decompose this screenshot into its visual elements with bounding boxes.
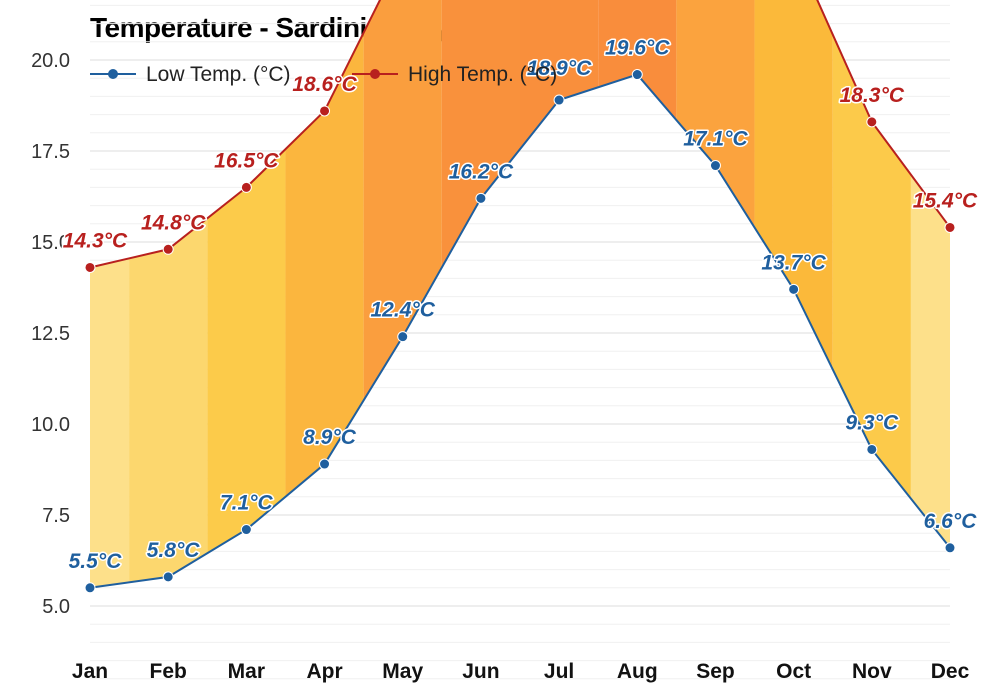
low-temp-point — [631, 69, 643, 81]
x-tick-label: Mar — [228, 660, 265, 683]
low-temp-point — [788, 283, 800, 295]
high-temp-point — [944, 221, 956, 233]
low-temp-point — [866, 443, 878, 455]
x-tick-label: Jun — [462, 660, 499, 683]
band-aug — [598, 0, 677, 121]
legend-high-marker — [370, 69, 380, 79]
low-temp-data-label: 16.2°C — [449, 160, 514, 183]
low-temp-point — [240, 524, 252, 536]
high-temp-point — [240, 181, 252, 193]
low-temp-data-label: 12.4°C — [371, 299, 436, 322]
band-feb — [129, 218, 208, 583]
x-tick-label: Apr — [306, 660, 342, 683]
high-temp-data-label: 14.3°C — [63, 229, 128, 252]
high-temp-point — [866, 116, 878, 128]
high-temp-data-label: 18.6°C — [292, 73, 357, 96]
x-tick-label: Aug — [617, 660, 658, 683]
legend-low-marker — [108, 69, 118, 79]
y-tick-label: 10.0 — [31, 414, 70, 436]
high-temp-line — [89, 0, 951, 269]
y-tick-label: 15.0 — [31, 232, 70, 254]
x-tick-label: May — [382, 660, 423, 683]
x-tick-label: Jan — [72, 660, 108, 683]
y-tick-label: 5.0 — [42, 596, 70, 618]
low-temp-data-label: 18.9°C — [527, 57, 592, 80]
high-temp-point — [84, 261, 96, 273]
low-temp-data-label: 5.5°C — [69, 550, 123, 573]
low-temp-point — [397, 331, 409, 343]
high-temp-data-label: 18.3°C — [840, 84, 905, 107]
band-oct — [754, 0, 833, 370]
low-temp-data-label: 7.1°C — [220, 492, 274, 515]
band-jun — [441, 0, 520, 268]
low-temp-data-label: 9.3°C — [845, 411, 899, 434]
low-temp-point — [84, 582, 96, 594]
low-temp-data-label: 19.6°C — [605, 37, 670, 60]
x-tick-label: Jul — [544, 660, 574, 683]
low-temp-point — [944, 542, 956, 554]
high-temp-data-label: 16.5°C — [214, 149, 279, 172]
band-jan — [90, 258, 130, 588]
x-tick-label: Dec — [931, 660, 970, 683]
band-mar — [207, 149, 286, 554]
y-tick-label: 17.5 — [31, 141, 70, 163]
low-temp-data-label: 6.6°C — [924, 510, 978, 533]
y-tick-label: 7.5 — [42, 505, 70, 527]
band-sep — [676, 0, 755, 228]
low-temp-point — [475, 192, 487, 204]
low-temp-point — [319, 458, 331, 470]
high-temp-point — [319, 105, 331, 117]
y-tick-label: 12.5 — [31, 323, 70, 345]
x-tick-label: Feb — [150, 660, 187, 683]
band-jul — [520, 0, 599, 150]
band-apr — [285, 32, 364, 497]
x-tick-label: Oct — [776, 660, 811, 683]
low-temp-data-label: 5.8°C — [147, 539, 201, 562]
low-temp-point — [553, 94, 565, 106]
band-dec — [910, 174, 950, 548]
legend-high-label: High Temp. (°C) — [408, 63, 557, 86]
low-temp-data-label: 8.9°C — [303, 426, 357, 449]
low-temp-point — [162, 571, 174, 583]
x-tick-label: Nov — [852, 660, 892, 683]
low-temp-point — [709, 160, 721, 172]
low-temp-line — [89, 73, 951, 589]
low-temp-data-label: 13.7°C — [761, 251, 826, 274]
high-temp-data-label: 15.4°C — [913, 189, 978, 212]
high-temp-point — [162, 243, 174, 255]
legend-low-label: Low Temp. (°C) — [146, 63, 291, 86]
y-tick-label: 20.0 — [31, 50, 70, 72]
band-nov — [832, 34, 911, 499]
low-temp-data-label: 17.1°C — [683, 128, 748, 151]
x-tick-label: Sep — [696, 660, 735, 683]
high-temp-data-label: 14.8°C — [141, 211, 206, 234]
